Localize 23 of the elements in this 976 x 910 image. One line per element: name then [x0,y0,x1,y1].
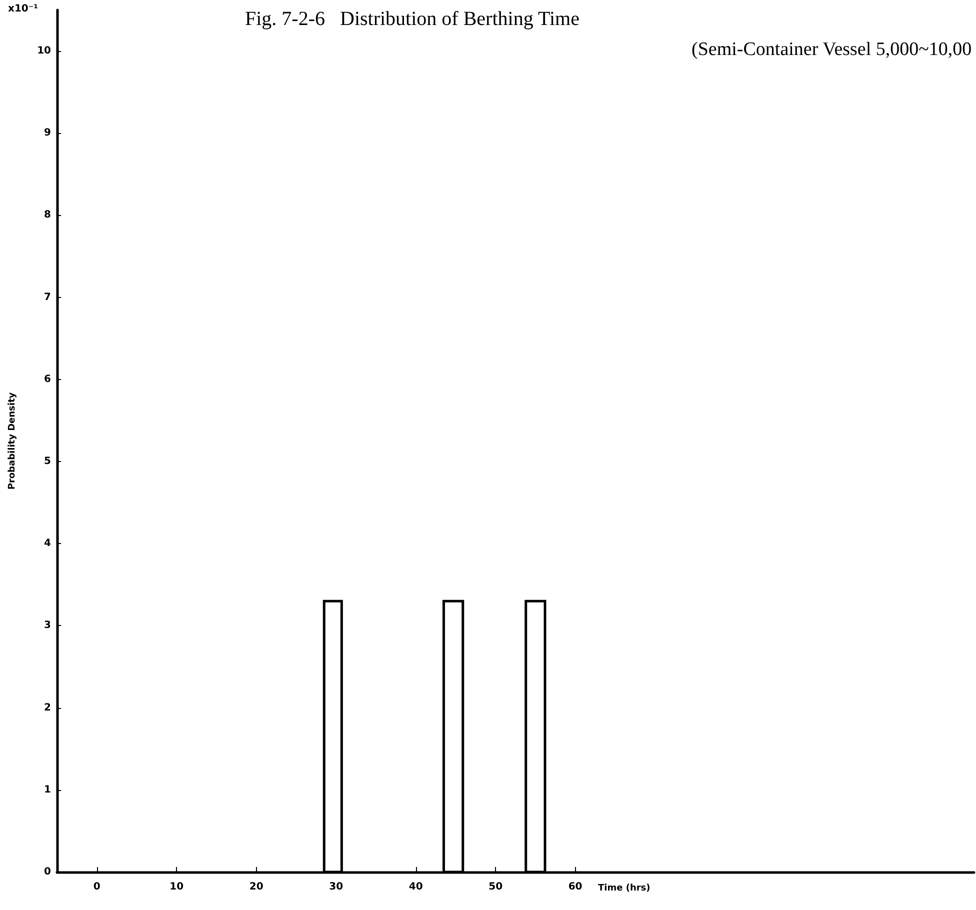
y-tick-label: 10 [37,46,52,57]
y-tick-label: 2 [44,702,52,714]
y-tick-label: 4 [44,538,52,550]
y-tick-label: 8 [44,210,52,221]
y-tick-label: 9 [44,128,52,139]
x-axis-title: Time (hrs) [598,884,650,894]
chart-title: Fig. 7-2-6 Distribution of Berthing Time [245,8,580,30]
text: x10⁻¹ [8,4,38,14]
x-tick-label: 60 [568,882,582,892]
x-tick-label: 30 [329,882,344,892]
x-tick-label: 50 [488,882,503,892]
text: (Semi-Container Vessel 5,000~10,00 [692,39,972,60]
y-tick-label: 1 [44,784,52,796]
x-tick-label: 10 [170,882,184,892]
y-tick-label: 6 [44,374,52,385]
x-tick-label: 40 [408,882,423,892]
x-tick-label: 0 [93,882,100,892]
y-tick-label: 7 [44,292,52,303]
y-axis-title: Probability Density [8,392,18,490]
y-tick-label: 5 [44,456,52,468]
x-tick-label: 20 [249,882,264,892]
y-tick-label: 0 [44,866,52,878]
y-tick-label: 3 [44,620,52,632]
